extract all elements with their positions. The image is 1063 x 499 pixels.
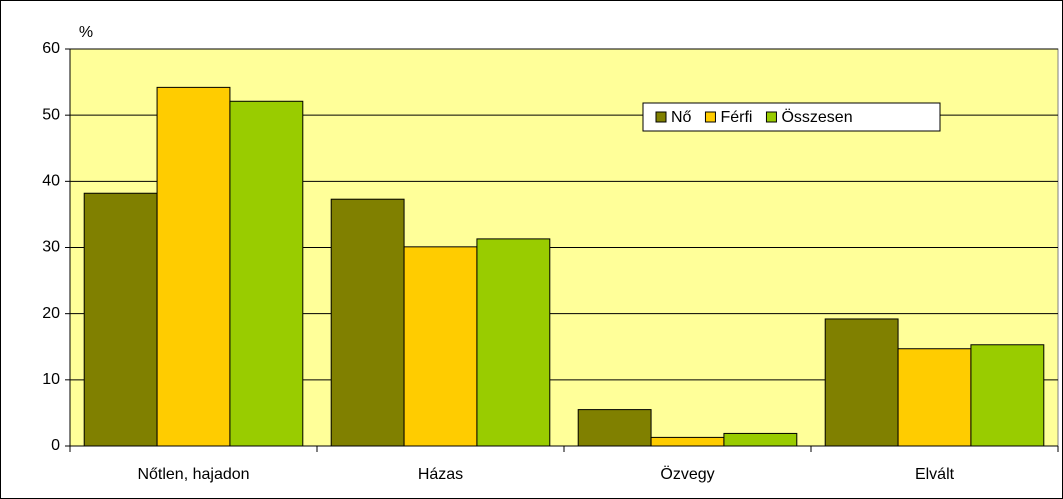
x-tick-label: Nőtlen, hajadon bbox=[137, 466, 249, 483]
bar bbox=[330, 198, 405, 447]
bar bbox=[824, 318, 899, 447]
bar bbox=[229, 100, 304, 447]
y-tick-label: 10 bbox=[42, 371, 60, 388]
y-tick-label: 60 bbox=[42, 40, 60, 57]
y-tick-label: 50 bbox=[42, 106, 60, 123]
y-tick-label: 40 bbox=[42, 173, 60, 190]
bar bbox=[156, 86, 231, 447]
bar bbox=[970, 344, 1045, 447]
bar bbox=[476, 238, 551, 447]
bar bbox=[403, 246, 478, 447]
y-tick-label: 0 bbox=[51, 437, 60, 454]
legend-swatch bbox=[765, 111, 777, 123]
bar bbox=[897, 348, 972, 447]
legend-swatch bbox=[655, 111, 667, 123]
bar bbox=[650, 436, 725, 447]
legend-label: Férfi bbox=[720, 109, 752, 126]
x-tick-label: Házas bbox=[418, 466, 463, 483]
legend-swatch bbox=[704, 111, 716, 123]
bar bbox=[577, 409, 652, 447]
x-tick-label: Özvegy bbox=[660, 465, 714, 483]
y-axis-label: % bbox=[79, 24, 93, 41]
legend-label: Nő bbox=[671, 109, 692, 126]
x-tick-label: Elvált bbox=[915, 466, 955, 483]
legend-label: Összesen bbox=[781, 108, 852, 126]
legend-box bbox=[642, 102, 941, 132]
y-tick-label: 30 bbox=[42, 239, 60, 256]
y-tick-label: 20 bbox=[42, 305, 60, 322]
bar bbox=[723, 432, 798, 447]
bar bbox=[83, 192, 158, 447]
